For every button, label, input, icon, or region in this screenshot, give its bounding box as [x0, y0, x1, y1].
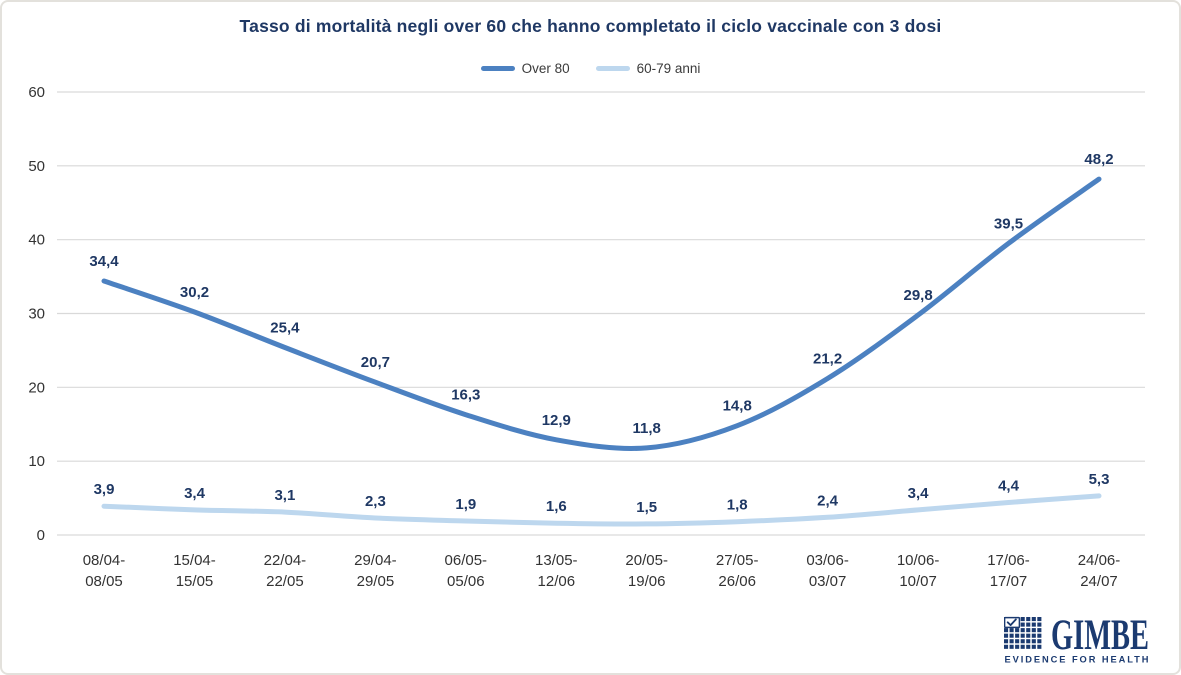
- x-tick-label: 27/05-: [716, 552, 759, 569]
- data-label: 4,4: [998, 478, 1020, 495]
- data-label: 12,9: [542, 412, 571, 429]
- data-label: 30,2: [180, 284, 209, 301]
- x-tick-label: 17/06-: [987, 552, 1030, 569]
- data-labels-60-79: 3,9 3,4 3,1 2,3 1,9 1,6 1,5 1,8 2,4 3,4 4,4 5,3: [94, 471, 1110, 516]
- data-label: 3,4: [908, 485, 930, 502]
- data-label: 1,9: [455, 496, 476, 513]
- x-tick-label: 20/05-: [625, 552, 668, 569]
- legend-item-over-80[interactable]: Over 80: [480, 61, 570, 76]
- data-label: 21,2: [813, 351, 842, 368]
- logo-tagline: EVIDENCE FOR HEALTH: [1005, 655, 1149, 665]
- footer-source-line: Elaborazione GIMBE su dati Istituto Supe…: [13, 669, 369, 673]
- data-label: 5,3: [1089, 471, 1110, 488]
- x-tick-label: 08/04-: [83, 552, 126, 569]
- data-label: 39,5: [994, 215, 1023, 232]
- legend: Over 80 60-79 anni: [2, 61, 1179, 76]
- data-labels-over-80: 34,4 30,2 25,4 20,7 16,3 12,9 11,8 14,8 21,2 29,8…: [89, 151, 1113, 437]
- x-tick-label: 29/05: [357, 573, 395, 590]
- x-tick-label: 10/07: [899, 573, 937, 590]
- x-tick-label: 10/06-: [897, 552, 940, 569]
- y-tick-label: 50: [28, 158, 45, 175]
- y-tick-label: 40: [28, 232, 45, 249]
- data-label: 2,3: [365, 493, 386, 510]
- x-tick-label: 26/06: [718, 573, 756, 590]
- data-label: 3,9: [94, 481, 115, 498]
- data-label: 34,4: [89, 253, 119, 270]
- series-line-60-79[interactable]: [101, 493, 1102, 527]
- x-tick-label: 19/06: [628, 573, 666, 590]
- legend-label-60-79: 60-79 anni: [636, 61, 701, 76]
- x-tick-label: 22/05: [266, 573, 304, 590]
- y-tick-label: 0: [37, 527, 45, 544]
- data-label: 14,8: [723, 398, 752, 415]
- data-label: 48,2: [1084, 151, 1113, 168]
- y-tick-label: 30: [28, 306, 45, 323]
- gimbe-logo: GIMBE EVIDENCE FOR HEALTH: [1003, 612, 1150, 666]
- y-axis-labels: 0 10 20 30 40 50 60: [28, 84, 45, 544]
- x-tick-label: 03/06-: [806, 552, 849, 569]
- data-label: 3,1: [274, 487, 295, 504]
- x-tick-label: 12/06: [538, 573, 576, 590]
- chart-title: Tasso di mortalità negli over 60 che han…: [239, 16, 942, 36]
- x-axis-labels: 08/04- 08/05 15/04- 15/05 22/04- 22/05 29/04- 2…: [83, 552, 1121, 590]
- x-tick-label: 06/05-: [445, 552, 488, 569]
- data-label: 1,5: [636, 499, 657, 516]
- logo-check-icon: [1006, 618, 1017, 626]
- data-label: 25,4: [270, 320, 300, 337]
- y-tick-label: 60: [28, 84, 45, 101]
- x-tick-label: 17/07: [990, 573, 1028, 590]
- data-label: 16,3: [451, 387, 480, 404]
- gimbe-logo-icon: GIMBE EVIDENCE FOR HEALTH: [1003, 612, 1149, 665]
- data-label: 29,8: [903, 287, 932, 304]
- data-label: 11,8: [633, 420, 661, 437]
- x-tick-label: 24/07: [1080, 573, 1118, 590]
- footer: Elaborazione GIMBE su dati Istituto Supe…: [13, 623, 369, 673]
- x-tick-label: 29/04-: [354, 552, 397, 569]
- legend-swatch-over-80-line-icon: [480, 66, 515, 71]
- data-label: 1,8: [727, 497, 748, 514]
- data-label: 1,6: [546, 498, 567, 515]
- data-label: 20,7: [361, 354, 390, 371]
- series-line-over-80[interactable]: [101, 176, 1102, 451]
- x-tick-label: 13/05-: [535, 552, 578, 569]
- data-label: 2,4: [817, 492, 839, 509]
- legend-swatch-60-79-line-icon: [595, 66, 630, 71]
- x-tick-label: 24/06-: [1078, 552, 1121, 569]
- x-tick-label: 03/07: [809, 573, 847, 590]
- data-label: 3,4: [184, 485, 206, 502]
- x-tick-label: 15/05: [176, 573, 214, 590]
- y-tick-label: 10: [28, 453, 45, 470]
- legend-item-60-79[interactable]: 60-79 anni: [595, 61, 701, 76]
- gridlines: [57, 91, 1145, 536]
- x-tick-label: 15/04-: [173, 552, 216, 569]
- x-tick-label: 22/04-: [264, 552, 307, 569]
- legend-label-over-80: Over 80: [521, 61, 570, 76]
- x-tick-label: 08/05: [85, 573, 123, 590]
- y-tick-label: 20: [28, 379, 45, 396]
- logo-wordmark: GIMBE: [1051, 614, 1149, 659]
- x-tick-label: 05/06: [447, 573, 485, 590]
